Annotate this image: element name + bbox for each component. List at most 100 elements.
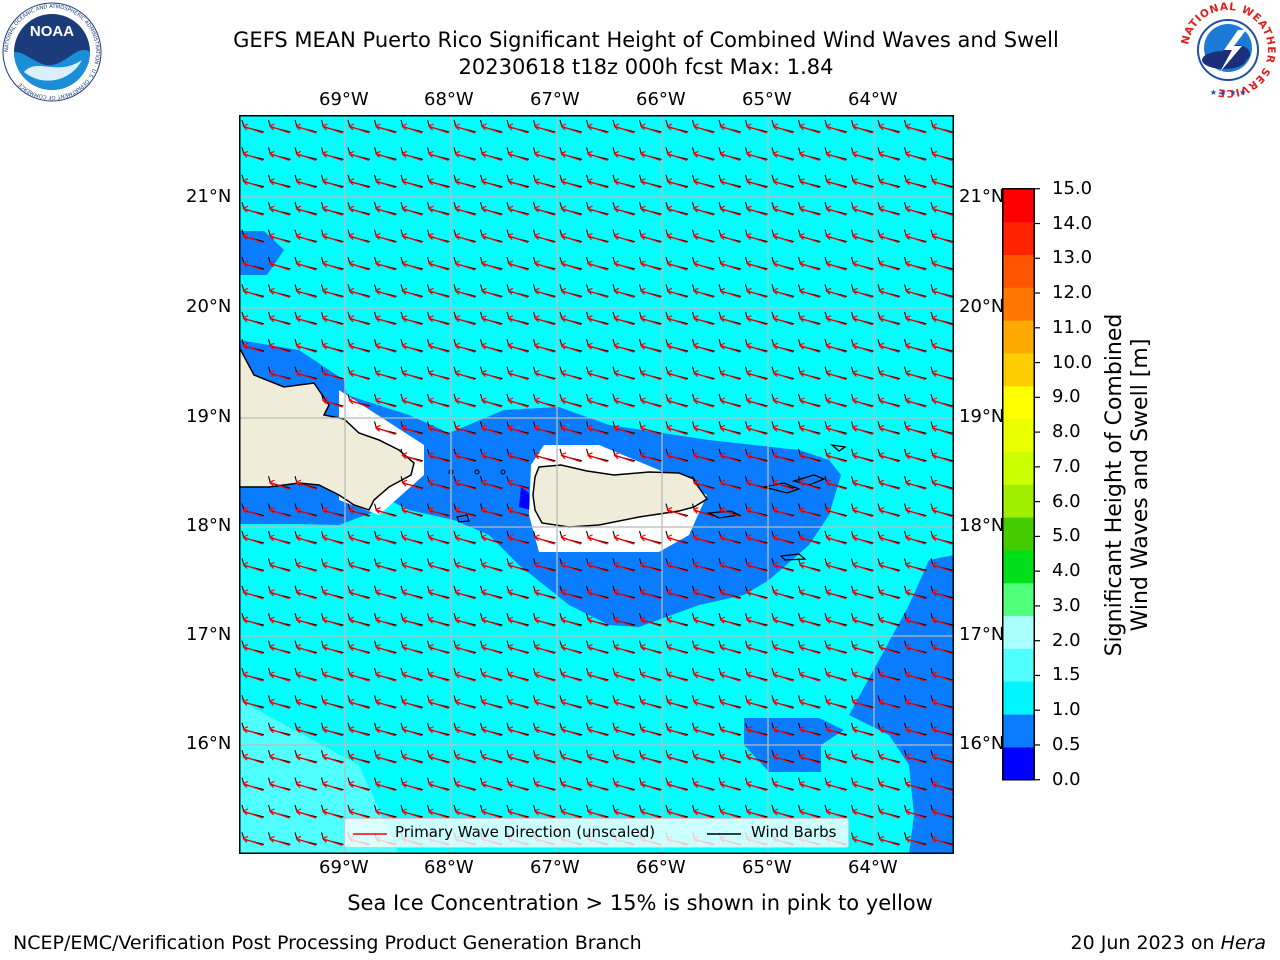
wave-direction-arrow (746, 150, 767, 161)
wave-direction-arrow (772, 589, 794, 600)
wave-direction-arrow (269, 150, 290, 161)
wave-direction-arrow (322, 150, 343, 161)
lat-label-right: 16°N (959, 733, 1005, 754)
wave-direction-arrow (931, 644, 953, 655)
wave-direction-arrow (825, 452, 847, 463)
wave-direction-arrow (322, 315, 343, 326)
wave-direction-arrow (613, 233, 635, 244)
wave-direction-arrow (375, 507, 396, 518)
wave-direction-arrow (693, 287, 714, 298)
wave-direction-arrow (534, 424, 555, 435)
wave-direction-arrow (825, 671, 847, 682)
wave-direction-arrow (587, 671, 608, 682)
wave-direction-arrow (666, 342, 688, 353)
wave-direction-arrow (481, 507, 502, 518)
wave-direction-arrow (534, 205, 555, 216)
wave-direction-arrow (931, 808, 953, 819)
wave-direction-arrow (295, 342, 317, 353)
wave-direction-arrow (905, 233, 926, 244)
wave-direction-arrow (401, 452, 423, 463)
wave-direction-arrow (348, 397, 370, 408)
wave-direction-arrow (693, 781, 714, 792)
wave-direction-arrow (587, 315, 608, 326)
wave-direction-arrow (640, 534, 661, 545)
wave-direction-arrow (878, 671, 900, 682)
svg-text:★ ★ ★ ★: ★ ★ ★ ★ (1210, 88, 1246, 97)
wave-direction-arrow (481, 205, 502, 216)
wave-direction-arrow (905, 835, 926, 846)
wave-direction-arrow (269, 342, 290, 353)
wave-direction-arrow (905, 616, 926, 627)
wave-direction-arrow (295, 123, 317, 134)
wave-direction-arrow (454, 342, 476, 353)
wave-direction-arrow (693, 698, 714, 709)
colorbar-bin (1002, 418, 1035, 452)
colorbar-tick-label: 9.0 (1052, 386, 1081, 408)
wave-direction-arrow (322, 397, 343, 408)
wave-direction-arrow (666, 424, 688, 435)
wave-direction-arrow (905, 315, 926, 326)
wave-direction-arrow (269, 808, 290, 819)
wave-direction-arrow (560, 205, 582, 216)
wave-direction-arrow (640, 753, 661, 764)
wave-direction-arrow (481, 315, 502, 326)
wave-direction-arrow (375, 370, 396, 381)
wave-direction-arrow (242, 808, 264, 819)
wave-direction-arrow (348, 123, 370, 134)
colorbar-bin (1002, 484, 1035, 518)
colorbar-bin (1002, 320, 1035, 354)
wave-direction-arrow (772, 644, 794, 655)
wave-direction-arrow (454, 150, 476, 161)
wave-direction-arrow (719, 616, 741, 627)
wave-direction-arrow (295, 178, 317, 189)
wave-direction-arrow (269, 698, 290, 709)
wave-direction-arrow (242, 178, 264, 189)
wave-direction-arrow (242, 315, 264, 326)
wave-direction-arrow (401, 123, 423, 134)
wave-direction-arrow (428, 287, 449, 298)
wave-direction-arrow (560, 561, 582, 572)
wave-direction-arrow (852, 753, 873, 764)
wave-direction-arrow (507, 781, 529, 792)
wave-direction-arrow (454, 123, 476, 134)
wave-direction-arrow (666, 808, 688, 819)
wave-direction-arrow (560, 534, 582, 545)
wave-direction-arrow (587, 534, 608, 545)
wave-direction-arrow (587, 589, 608, 600)
wave-direction-arrow (428, 150, 449, 161)
wave-direction-arrow (825, 753, 847, 764)
wave-direction-arrow (852, 342, 873, 353)
wave-direction-arrow (534, 233, 555, 244)
wave-direction-arrow (931, 561, 953, 572)
footer-date: 20 Jun 2023 on Hera (1071, 932, 1266, 954)
wave-direction-arrow (931, 698, 953, 709)
wave-direction-arrow (322, 698, 343, 709)
wave-direction-arrow (878, 781, 900, 792)
wave-direction-arrow (719, 342, 741, 353)
wave-direction-arrow (322, 260, 343, 271)
wave-direction-arrow (401, 287, 423, 298)
wave-direction-arrow (825, 589, 847, 600)
colorbar-tick-label: 15.0 (1052, 177, 1093, 199)
wave-direction-arrow (878, 835, 900, 846)
wave-direction-arrow (931, 671, 953, 682)
wave-direction-arrow (242, 698, 264, 709)
wave-direction-arrow (719, 397, 741, 408)
wave-direction-arrow (746, 781, 767, 792)
wave-direction-arrow (375, 233, 396, 244)
wave-direction-arrow (428, 479, 449, 490)
wave-direction-arrow (719, 698, 741, 709)
wave-direction-arrow (534, 644, 555, 655)
wave-direction-arrow (322, 589, 343, 600)
wave-direction-arrow (613, 671, 635, 682)
wave-direction-arrow (852, 507, 873, 518)
wave-direction-arrow (534, 616, 555, 627)
wave-direction-arrow (772, 507, 794, 518)
wave-direction-arrow (375, 397, 396, 408)
wave-direction-arrow (481, 753, 502, 764)
wave-direction-arrow (719, 726, 741, 737)
wave-direction-arrow (772, 150, 794, 161)
wave-direction-arrow (613, 616, 635, 627)
wave-direction-arrow (719, 561, 741, 572)
wave-direction-arrow (454, 479, 476, 490)
